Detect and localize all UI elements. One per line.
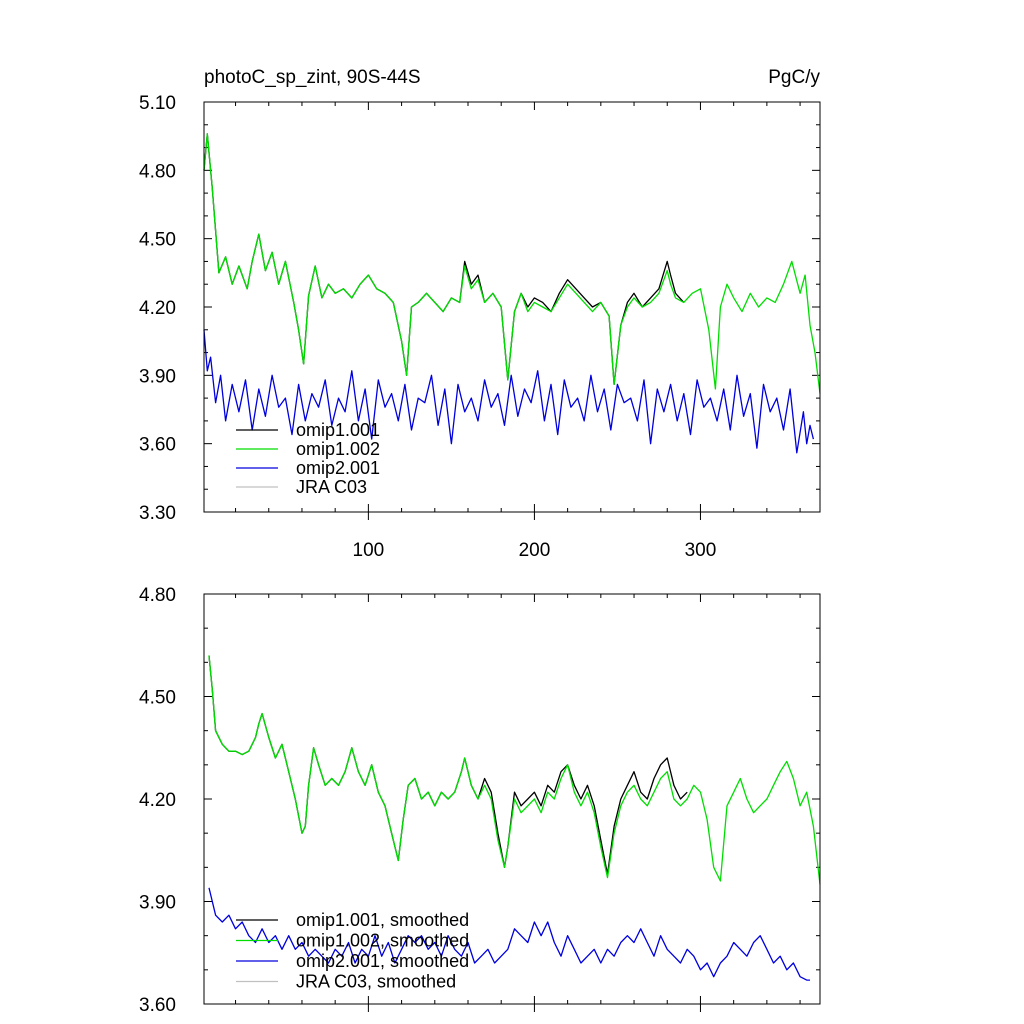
y-tick-label: 4.50 (139, 688, 176, 709)
top-plot-frame (203, 101, 821, 513)
y-tick-label: 4.20 (139, 790, 176, 811)
y-tick-label: 4.80 (139, 161, 176, 182)
series-line-omip1-002-smoothed (208, 655, 821, 885)
series-line-omip1-001-smoothed (208, 655, 688, 875)
legend-label: omip1.001 (296, 420, 380, 440)
legend-label: JRA C03 (296, 477, 367, 497)
series-line-omip1-002 (203, 133, 821, 394)
legend-label: JRA C03, smoothed (296, 972, 456, 992)
y-tick-label: 4.20 (139, 298, 176, 319)
y-tick-label: 4.80 (139, 585, 176, 606)
y-tick-label: 5.10 (139, 93, 176, 114)
legend-label: omip2.001, smoothed (296, 951, 469, 971)
series-line-omip2-001 (203, 329, 815, 454)
legend-label: omip1.001, smoothed (296, 910, 469, 930)
top-panel-series (203, 133, 821, 454)
y-tick-label: 3.60 (139, 435, 176, 456)
legend-label: omip1.002 (296, 439, 380, 459)
x-tick-label: 100 (353, 540, 385, 561)
series-line-omip2-001-smoothed (208, 887, 810, 981)
bottom-plot-frame (203, 593, 821, 1005)
x-tick-label: 200 (519, 540, 551, 561)
top-panel-ticks: 3.30 3.60 3.90 4.20 4.50 4.80 5.10 100 200 300 (139, 93, 820, 561)
panel-title: photoC_sp_zint, 90S-44S (204, 67, 421, 88)
legend-label: omip2.001 (296, 458, 380, 478)
y-tick-label: 3.90 (139, 366, 176, 387)
x-tick-label: 300 (685, 540, 717, 561)
y-tick-label: 3.30 (139, 503, 176, 524)
units-label: PgC/y (768, 67, 820, 88)
top-panel: photoC_sp_zint, 90S-44S PgC/y 3.303.603.… (139, 67, 821, 561)
bottom-panel-series (208, 655, 821, 981)
bottom-panel-ticks: 3.60 3.90 4.20 4.50 4.80 (139, 585, 820, 1016)
y-tick-label: 3.60 (139, 995, 176, 1016)
bottom-panel: 3.60 3.90 4.20 4.50 4.80 omip1.001, smoothed… (139, 585, 821, 1016)
legend-label: omip1.002, smoothed (296, 931, 469, 951)
y-tick-label: 4.50 (139, 230, 176, 251)
y-tick-label: 3.90 (139, 893, 176, 914)
